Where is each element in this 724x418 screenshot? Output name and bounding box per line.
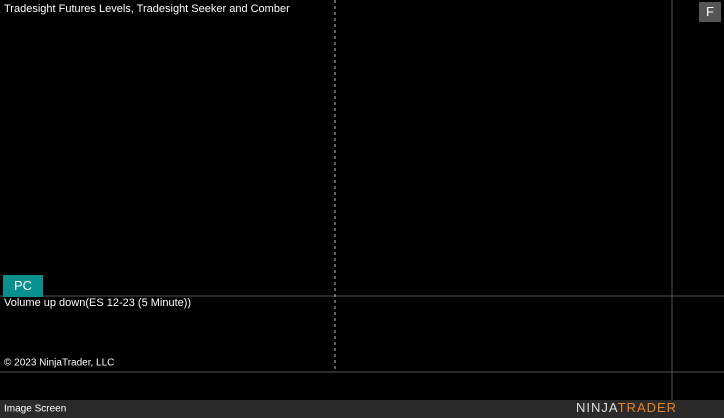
logo-part: TRADER <box>618 400 677 415</box>
pc-button[interactable] <box>3 275 43 297</box>
copyright: © 2023 NinjaTrader, LLC <box>4 358 114 369</box>
logo: NINJATRADER <box>576 400 677 415</box>
status-text: Image Screen <box>4 404 66 415</box>
logo-part: NINJA <box>576 400 618 415</box>
f-button-label[interactable]: F <box>706 4 714 19</box>
pc-button-label[interactable]: PC <box>14 278 32 293</box>
chart-title: Tradesight Futures Levels, Tradesight Se… <box>4 3 290 15</box>
f-button[interactable] <box>699 2 721 22</box>
status-bar <box>0 400 724 418</box>
volume-title: Volume up down(ES 12-23 (5 Minute)) <box>4 297 191 309</box>
